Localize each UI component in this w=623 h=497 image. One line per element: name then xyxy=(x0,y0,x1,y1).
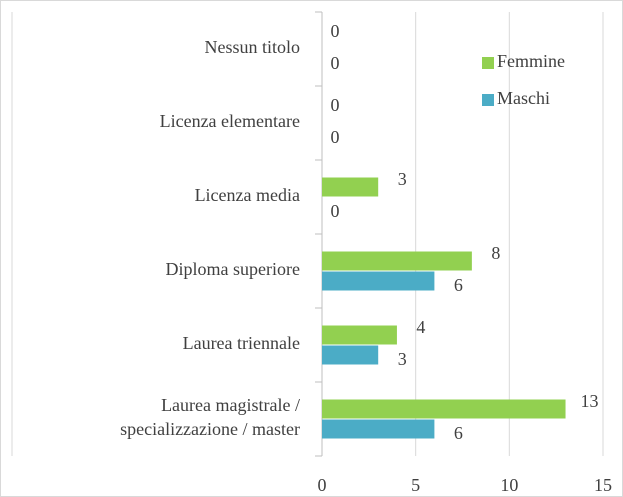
bar xyxy=(322,271,435,291)
value-label: 0 xyxy=(331,127,340,147)
x-tick-label: 0 xyxy=(318,475,327,495)
legend-swatch xyxy=(482,94,494,106)
value-label: 0 xyxy=(331,53,340,73)
legend-label: Femmine xyxy=(497,51,565,71)
y-tick-label: Nessun titolo xyxy=(204,37,300,57)
value-label: 0 xyxy=(331,201,340,221)
value-label: 8 xyxy=(491,243,500,263)
bar xyxy=(322,325,397,345)
bar xyxy=(322,399,566,419)
value-label: 6 xyxy=(454,423,463,443)
x-tick-label: 10 xyxy=(500,475,518,495)
legend-swatch xyxy=(482,57,494,69)
value-label: 13 xyxy=(581,391,599,411)
y-tick-label: Diploma superiore xyxy=(166,259,300,279)
x-tick-label: 5 xyxy=(411,475,420,495)
y-tick-label: Licenza media xyxy=(195,185,300,205)
value-label: 4 xyxy=(416,317,425,337)
bar xyxy=(322,419,435,439)
bar xyxy=(322,177,379,197)
value-label: 3 xyxy=(398,349,407,369)
x-tick-label: 15 xyxy=(594,475,612,495)
bar xyxy=(322,345,379,365)
legend-label: Maschi xyxy=(497,88,550,108)
value-label: 6 xyxy=(454,275,463,295)
value-label: 3 xyxy=(398,169,407,189)
value-label: 0 xyxy=(331,21,340,41)
bar xyxy=(322,251,472,271)
y-tick-label: Laurea magistrale / specializzazione / ma… xyxy=(120,395,300,439)
y-tick-label: Laurea triennale xyxy=(183,333,300,353)
value-label: 0 xyxy=(331,95,340,115)
y-tick-label: Licenza elementare xyxy=(160,111,300,131)
